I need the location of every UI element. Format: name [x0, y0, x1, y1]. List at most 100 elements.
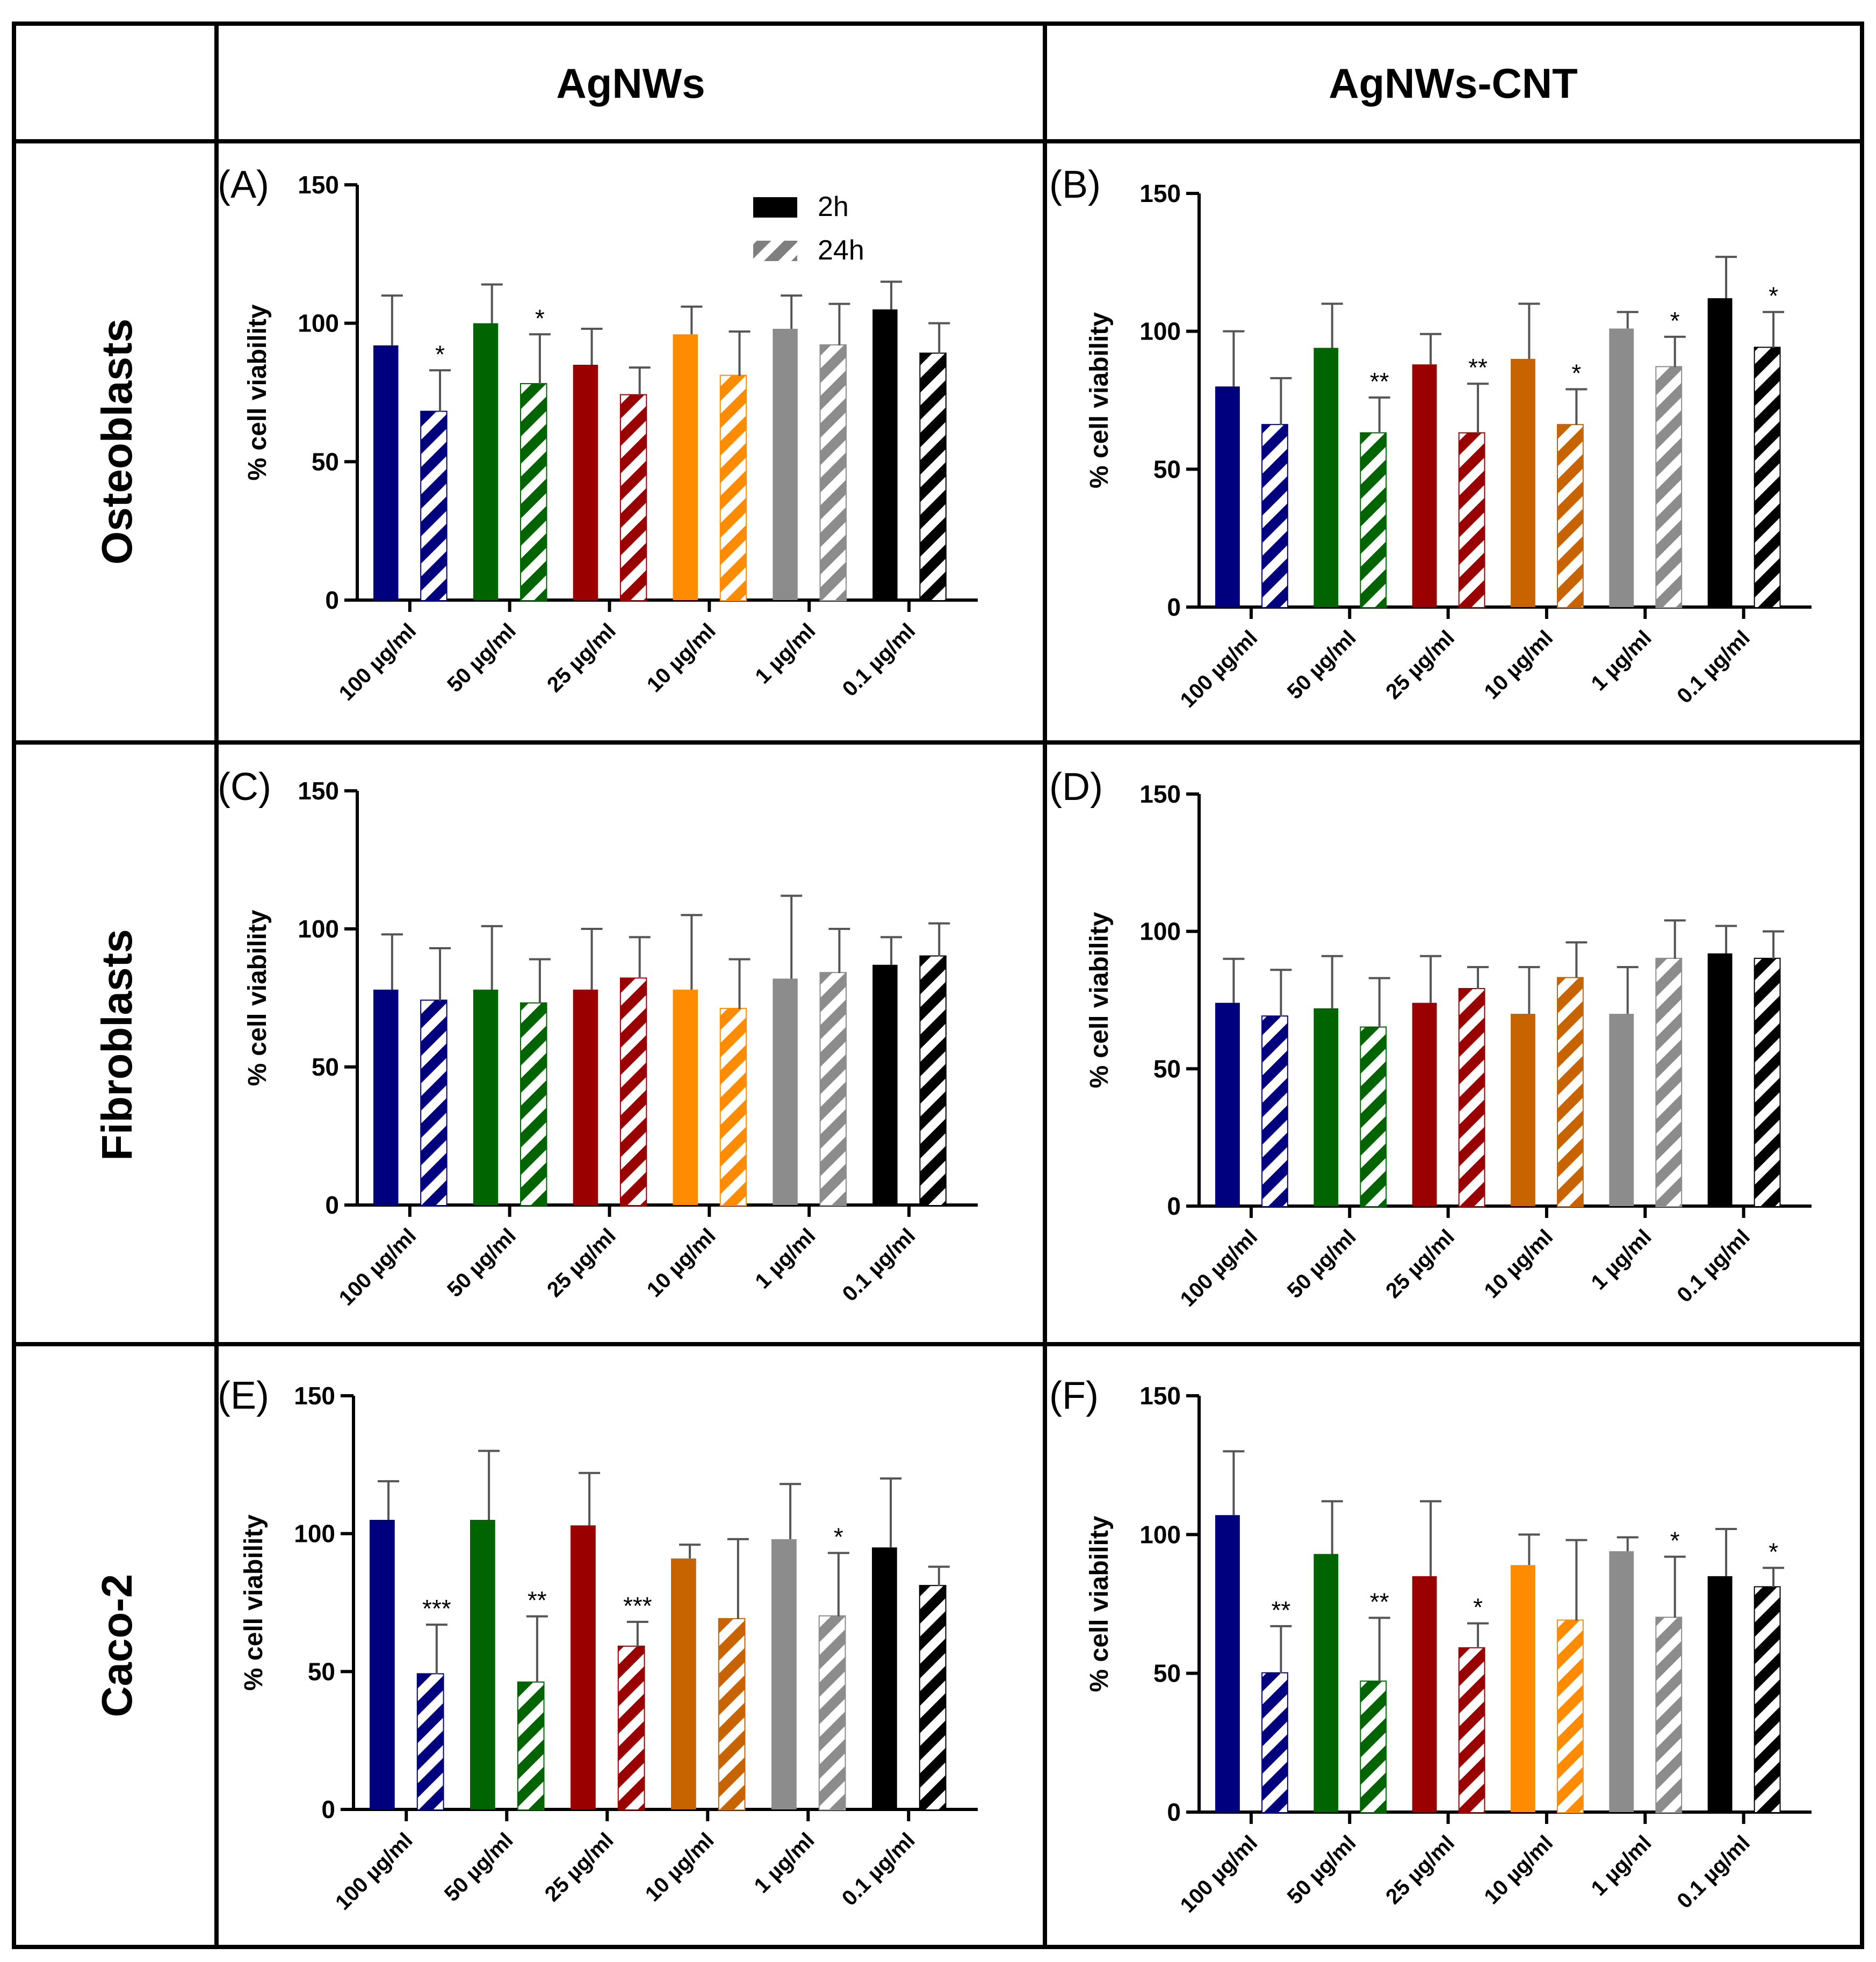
bar-2h [1215, 1515, 1240, 1812]
bar-2h [1215, 386, 1240, 607]
legend: 2h 24h [753, 191, 864, 266]
y-tick-label: 0 [1167, 1192, 1181, 1220]
panel-label: (F) [1049, 1374, 1099, 1417]
bar-hatch [1262, 1673, 1287, 1812]
row-header-caco-2: Caco-2 [93, 1574, 141, 1718]
y-tick-label: 150 [298, 171, 339, 199]
x-tick-label: 100 µg/ml [1176, 1831, 1262, 1917]
y-tick-label: 150 [294, 1382, 335, 1410]
y-tick-label: 150 [1139, 179, 1181, 207]
bar-hatch [1361, 433, 1386, 607]
significance-marker: * [1769, 1538, 1778, 1566]
x-tick-label: 0.1 µg/ml [838, 1224, 920, 1306]
x-tick-label: 100 µg/ml [335, 619, 421, 705]
y-tick-label: 50 [1153, 455, 1181, 483]
bar-hatch [1755, 958, 1780, 1206]
bar-hatch [1459, 1648, 1484, 1812]
bar-hatch [1262, 425, 1287, 607]
significance-marker: * [1473, 1593, 1483, 1621]
bar-hatch [618, 1647, 644, 1809]
y-tick-label: 0 [1167, 1798, 1181, 1826]
x-tick-label: 50 µg/ml [443, 619, 521, 697]
bar-hatch [1656, 1618, 1682, 1812]
y-axis-label: % cell viability [1085, 912, 1114, 1088]
bar-hatch [1558, 1620, 1583, 1812]
y-axis-label: % cell viability [1085, 1516, 1114, 1692]
y-tick-label: 0 [325, 1191, 339, 1219]
x-tick-label: 50 µg/ml [1283, 626, 1361, 704]
x-tick-label: 50 µg/ml [440, 1828, 518, 1906]
bar-2h [671, 1558, 696, 1809]
bar-2h [1707, 298, 1733, 607]
panel-label: (C) [218, 766, 271, 809]
significance-marker: ** [1271, 1596, 1290, 1624]
bar-2h [571, 1525, 596, 1809]
significance-marker: ** [1370, 1588, 1389, 1615]
x-tick-label: 1 µg/ml [751, 619, 820, 688]
x-tick-label: 25 µg/ml [543, 1224, 620, 1302]
significance-marker: ** [1468, 354, 1488, 381]
y-tick-label: 100 [1139, 318, 1181, 345]
y-tick-label: 150 [1139, 780, 1181, 808]
bar-2h [1511, 359, 1535, 607]
column-header-agnws-cnt: AgNWs-CNT [1329, 60, 1578, 107]
x-tick-label: 10 µg/ml [643, 619, 720, 697]
bar-hatch [1361, 1027, 1386, 1206]
y-tick-label: 50 [1153, 1660, 1181, 1687]
bar-2h [1511, 1565, 1535, 1812]
bar-2h [1707, 953, 1733, 1206]
bar-hatch [720, 376, 746, 600]
bar-hatch [920, 956, 946, 1205]
x-tick-label: 10 µg/ml [1480, 1225, 1557, 1303]
significance-marker: * [834, 1523, 843, 1551]
bar-hatch [421, 1000, 446, 1205]
bar-hatch [521, 384, 546, 600]
y-tick-label: 150 [298, 777, 339, 805]
bar-hatch [1656, 958, 1682, 1206]
bar-2h [1412, 1002, 1437, 1206]
y-tick-label: 100 [294, 1520, 335, 1548]
x-tick-label: 50 µg/ml [443, 1224, 521, 1302]
x-tick-label: 25 µg/ml [540, 1828, 618, 1906]
x-tick-label: 0.1 µg/ml [1672, 1831, 1755, 1913]
bar-2h [573, 364, 598, 600]
y-tick-label: 0 [321, 1795, 335, 1823]
legend-label-24h: 24h [818, 235, 864, 266]
significance-marker: * [1670, 307, 1680, 335]
table-grid [12, 21, 1864, 1949]
bar-2h [1609, 1014, 1634, 1206]
bar-hatch [421, 412, 446, 600]
row-header-osteoblasts: Osteoblasts [93, 319, 141, 565]
panel-c: (C) 0 50 100 150 % cell viability 100 µg/ml 50 … [218, 766, 978, 1310]
bar-2h [370, 1520, 395, 1809]
bar-hatch [417, 1674, 443, 1809]
y-tick-label: 50 [312, 1053, 339, 1081]
significance-marker: * [535, 304, 545, 332]
bar-2h [1412, 1576, 1437, 1812]
bar-hatch [1262, 1016, 1287, 1206]
significance-marker: ** [1370, 367, 1389, 395]
significance-marker: * [1670, 1527, 1680, 1555]
panel-label: (B) [1049, 163, 1101, 206]
bar-2h [1707, 1576, 1733, 1812]
x-tick-label: 25 µg/ml [543, 619, 620, 697]
x-tick-label: 50 µg/ml [1283, 1831, 1361, 1909]
x-tick-label: 0.1 µg/ml [838, 1828, 920, 1910]
bar-2h [470, 1520, 495, 1809]
bar-2h [872, 964, 898, 1205]
panel-b: (B) 0 50 100 150 % cell viability 100 µg/ml 50 … [1049, 163, 1812, 712]
bar-2h [673, 334, 698, 600]
bar-hatch [518, 1682, 544, 1809]
bar-hatch [920, 1586, 946, 1809]
bar-hatch [1459, 433, 1484, 607]
y-tick-label: 50 [312, 448, 339, 475]
bar-hatch [820, 345, 846, 600]
y-axis-label: % cell viability [243, 910, 272, 1086]
x-tick-label: 25 µg/ml [1381, 626, 1459, 704]
y-axis-label: % cell viability [1085, 312, 1114, 488]
significance-marker: ** [528, 1586, 547, 1614]
legend-label-2h: 2h [818, 191, 849, 222]
bar-hatch [620, 978, 646, 1205]
bar-hatch [1459, 989, 1484, 1206]
